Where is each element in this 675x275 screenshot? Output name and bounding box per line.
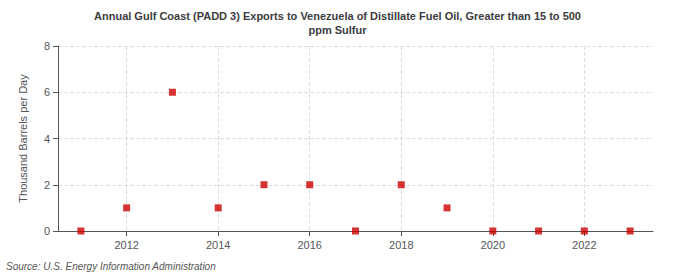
svg-text:2012: 2012 bbox=[114, 239, 138, 251]
svg-text:Annual Gulf Coast (PADD 3) Exp: Annual Gulf Coast (PADD 3) Exports to Ve… bbox=[94, 10, 581, 22]
svg-text:8: 8 bbox=[44, 40, 50, 52]
svg-text:2016: 2016 bbox=[297, 239, 321, 251]
svg-text:2: 2 bbox=[44, 179, 50, 191]
svg-text:2018: 2018 bbox=[389, 239, 413, 251]
svg-text:2020: 2020 bbox=[481, 239, 505, 251]
svg-text:6: 6 bbox=[44, 86, 50, 98]
svg-text:Source: U.S. Energy Informatio: Source: U.S. Energy Information Administ… bbox=[6, 261, 216, 272]
svg-text:4: 4 bbox=[44, 133, 50, 145]
svg-text:Thousand Barrels per Day: Thousand Barrels per Day bbox=[17, 74, 29, 203]
svg-text:0: 0 bbox=[44, 225, 50, 237]
svg-text:2022: 2022 bbox=[572, 239, 596, 251]
svg-text:ppm Sulfur: ppm Sulfur bbox=[308, 24, 367, 36]
svg-text:2014: 2014 bbox=[206, 239, 230, 251]
